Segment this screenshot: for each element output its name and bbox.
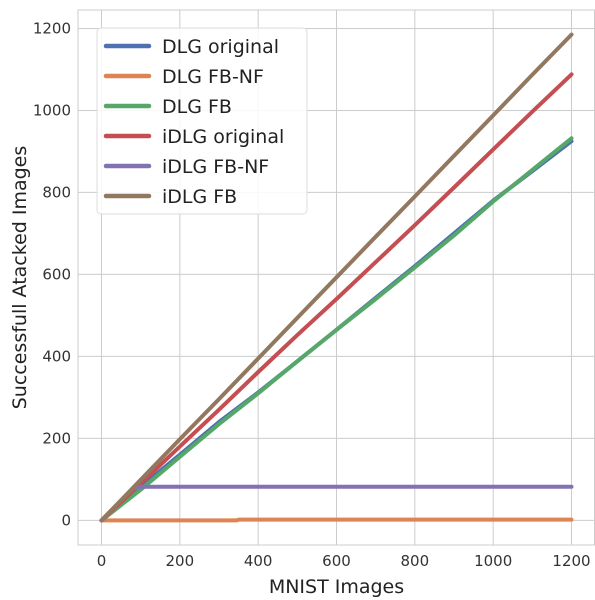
legend-label: iDLG FB xyxy=(162,186,237,208)
y-tick-label: 1200 xyxy=(33,19,71,37)
x-tick-label: 1000 xyxy=(474,552,512,570)
legend-label: iDLG original xyxy=(162,126,284,148)
x-tick-label: 0 xyxy=(97,552,107,570)
y-tick-label: 800 xyxy=(42,183,71,201)
series-line xyxy=(99,136,574,523)
series-line xyxy=(99,517,574,523)
series-lines xyxy=(99,32,574,523)
legend-label: iDLG FB-NF xyxy=(162,156,269,178)
y-tick-label: 0 xyxy=(61,511,71,529)
legend: DLG original DLG FB-NF DLG FB iDLG original… xyxy=(96,27,308,215)
series-line xyxy=(99,72,574,523)
legend-label: DLG FB-NF xyxy=(162,66,264,88)
y-tick-label: 200 xyxy=(42,429,71,447)
y-tick-label: 600 xyxy=(42,265,71,283)
legend-label: DLG original xyxy=(162,36,279,58)
y-axis-label: Successfull Atacked Images xyxy=(9,146,31,410)
tick-labels: 0 200 400 600 800 1000 1200 0 200 400 600 800 1000 12… xyxy=(33,19,591,570)
series-line xyxy=(99,32,574,523)
x-tick-label: 400 xyxy=(244,552,273,570)
x-tick-label: 600 xyxy=(322,552,351,570)
legend-label: DLG FB xyxy=(162,96,232,118)
x-tick-label: 200 xyxy=(166,552,195,570)
y-tick-label: 1000 xyxy=(33,101,71,119)
y-tick-label: 400 xyxy=(42,347,71,365)
x-axis-label: MNIST Images xyxy=(269,576,404,598)
x-tick-label: 1200 xyxy=(552,552,590,570)
x-tick-label: 800 xyxy=(401,552,430,570)
